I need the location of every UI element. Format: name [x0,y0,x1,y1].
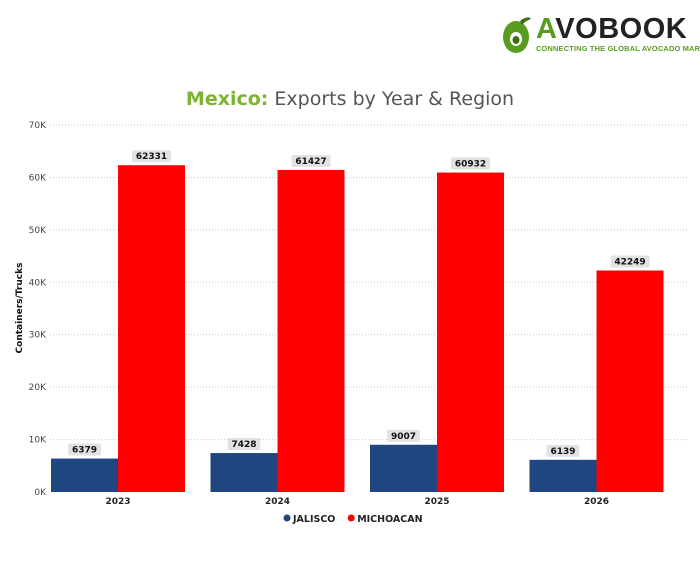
data-label: 9007 [391,432,416,442]
data-label: 6139 [550,447,575,457]
legend-swatch [347,514,355,522]
brand-name: AVOBOOK [536,14,687,44]
y-tick-label: 20K [29,383,47,393]
legend-label: MICHOACAN [357,514,422,525]
data-label-bg [546,444,580,457]
x-tick-label: 2025 [424,497,449,507]
y-tick-label: 40K [29,278,47,288]
chart-title-rest: Exports by Year & Region [268,88,515,110]
y-tick-label: 70K [29,121,47,131]
brand-tagline: CONNECTING THE GLOBAL AVOCADO MARKET [536,44,700,53]
y-tick-label: 0K [34,488,47,498]
data-label: 6379 [72,446,97,456]
avocado-icon [503,17,531,53]
data-label: 62331 [136,152,167,162]
data-label: 60932 [455,160,486,170]
y-tick-label: 30K [29,331,47,341]
y-tick-label: 60K [29,173,47,183]
data-label: 7428 [231,440,256,450]
bar-michoacan-2026 [596,270,664,492]
chart-title-country: Mexico: [185,88,269,110]
y-axis-label: Containers/Trucks [15,263,25,354]
y-tick-label: 50K [29,226,47,236]
brand-name-rest: VOBOOK [555,13,688,45]
bar-michoacan-2025 [437,172,504,492]
bar-michoacan-2023 [118,165,185,493]
y-axis-ticks: 0K 10K 20K 30K 40K 50K 60K 70K [29,121,47,498]
bars: 6379 62331 7428 61427 9007 60932 6139 42249 [51,150,664,493]
x-axis-categories: 2023 2024 2025 2026 [105,497,609,507]
x-tick-label: 2026 [584,497,609,507]
legend: JALISCO MICHOACAN [283,514,423,525]
bar-chart: 0K 10K 20K 30K 40K 50K 60K 70K Containers/Truck… [15,121,688,525]
legend-swatch [283,514,291,522]
bar-jalisco-2026 [529,459,597,492]
bar-jalisco-2025 [370,444,437,492]
data-label: 61427 [295,157,326,167]
bar-jalisco-2023 [51,458,118,492]
data-label: 42249 [614,257,645,267]
data-label-bg [227,438,261,451]
data-label-bg [68,443,101,456]
data-label-bg [291,154,331,167]
x-tick-label: 2023 [105,497,130,507]
legend-label: JALISCO [292,514,335,525]
y-tick-label: 10K [29,436,47,446]
data-label-bg [132,150,171,163]
chart-title: Mexico: Exports by Year & Region [0,88,700,110]
bar-jalisco-2024 [210,453,278,492]
data-label-bg [387,429,420,442]
avobook-logo: AVOBOOK CONNECTING THE GLOBAL AVOCADO MA… [496,12,700,58]
data-label-bg [451,157,490,170]
x-tick-label: 2024 [265,497,290,507]
grid-lines [50,124,688,441]
bar-michoacan-2024 [277,169,345,492]
data-label-bg [610,255,650,268]
brand-name-a: A [536,13,556,45]
